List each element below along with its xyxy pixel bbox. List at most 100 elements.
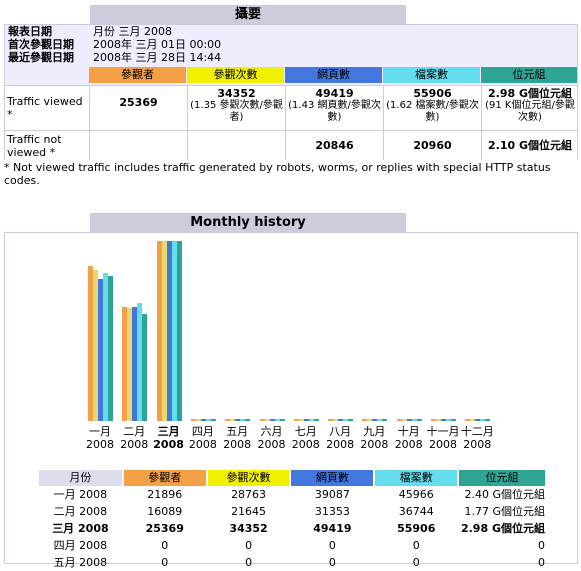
bar-11-series-2 bbox=[436, 419, 441, 421]
table-cell: 0 bbox=[161, 556, 169, 569]
bar-10-series-1 bbox=[396, 419, 402, 421]
last-visit-value: 2008年 三月 28日 14:44 bbox=[93, 51, 222, 64]
header-pages: 網頁數 bbox=[285, 67, 382, 83]
month-label: 一月 2008 bbox=[86, 425, 114, 451]
table-cell: 0 bbox=[412, 556, 420, 569]
bar-4-series-5 bbox=[210, 419, 216, 421]
th-month: 月份 bbox=[39, 470, 122, 486]
bar-8-series-4 bbox=[343, 419, 349, 421]
not-viewed-label: Traffic not viewed * bbox=[7, 133, 62, 159]
viewed-row: Traffic viewed * 25369 34352 (1.35 參觀次數/… bbox=[5, 85, 577, 130]
month-label: 三月 2008 bbox=[153, 425, 184, 451]
bar-10-series-5 bbox=[416, 419, 422, 421]
bar-3-series-4 bbox=[171, 241, 177, 421]
header-visitors: 參觀者 bbox=[89, 67, 186, 83]
bar-3-series-2 bbox=[161, 241, 167, 421]
first-visit-label: 首次參觀日期 bbox=[8, 38, 74, 51]
bar-7-series-2 bbox=[298, 419, 304, 421]
bar-5-series-3 bbox=[235, 419, 241, 421]
bar-12-series-4 bbox=[480, 419, 486, 421]
first-visit-value: 2008年 三月 01日 00:00 bbox=[93, 38, 222, 51]
header-visits: 參觀次數 bbox=[187, 67, 284, 83]
bar-2-series-1 bbox=[122, 307, 128, 421]
table-row: 一月 2008 21896 28763 39087 45966 2.40 G個位元組 bbox=[39, 486, 545, 503]
bar-6-series-1 bbox=[259, 419, 265, 421]
bar-8-series-5 bbox=[348, 419, 354, 421]
history-title: Monthly history bbox=[90, 213, 406, 233]
table-cell: 25369 bbox=[145, 522, 184, 535]
history-table: 月份 參觀者 參觀次數 網頁數 檔案數 位元組 一月 2008 21896 2876… bbox=[39, 470, 545, 571]
bar-10-series-2 bbox=[401, 419, 407, 421]
bar-2-series-4 bbox=[137, 303, 143, 421]
bar-2-series-2 bbox=[127, 308, 133, 421]
not-viewed-bytes: 2.10 G個位元組 bbox=[481, 131, 578, 160]
table-cell: 五月 2008 bbox=[53, 556, 108, 569]
viewed-visits-sub: (1.35 參觀次數/參觀者) bbox=[190, 100, 283, 123]
viewed-hits: 55906 bbox=[413, 87, 452, 100]
bar-12-series-2 bbox=[470, 419, 476, 421]
footnote: * Not viewed traffic includes traffic ge… bbox=[4, 161, 551, 187]
bar-7-series-3 bbox=[303, 419, 309, 421]
bar-4-series-1 bbox=[190, 419, 196, 421]
summary-header-row: 參觀者 參觀次數 網頁數 檔案數 位元組 bbox=[89, 67, 577, 84]
table-cell: 0 bbox=[537, 556, 545, 569]
bar-9-series-2 bbox=[367, 419, 373, 421]
bar-11-series-3 bbox=[441, 419, 446, 421]
th-visitors: 參觀者 bbox=[123, 470, 206, 486]
month-label: 九月 2008 bbox=[360, 425, 389, 451]
month-label: 十二月 2008 bbox=[460, 425, 494, 451]
table-cell: 55906 bbox=[397, 522, 436, 535]
table-cell: 一月 2008 bbox=[53, 488, 108, 501]
month-label: 四月 2008 bbox=[188, 425, 217, 451]
bar-3-series-1 bbox=[156, 241, 162, 421]
viewed-bytes: 2.98 G個位元組 bbox=[488, 87, 572, 100]
viewed-pages-sub: (1.43 網頁數/參觀次數) bbox=[288, 100, 381, 123]
bar-1-series-5 bbox=[108, 276, 113, 421]
month-label: 六月 2008 bbox=[257, 425, 286, 451]
bar-9-series-4 bbox=[377, 419, 383, 421]
table-cell: 49419 bbox=[313, 522, 352, 535]
table-cell: 1.77 G個位元組 bbox=[464, 505, 545, 518]
month-label: 七月 2008 bbox=[291, 425, 320, 451]
bar-8-series-3 bbox=[338, 419, 344, 421]
bar-12-series-1 bbox=[465, 419, 471, 421]
not-viewed-row: Traffic not viewed * 20846 20960 2.10 G個… bbox=[5, 130, 577, 160]
bar-3-series-3 bbox=[166, 241, 172, 421]
bar-9-series-5 bbox=[382, 419, 388, 421]
table-cell: 0 bbox=[328, 556, 336, 569]
bar-1-series-2 bbox=[93, 270, 98, 421]
bar-11-series-5 bbox=[451, 419, 456, 421]
bar-7-series-5 bbox=[313, 419, 319, 421]
bar-5-series-2 bbox=[230, 419, 236, 421]
table-cell: 39087 bbox=[314, 488, 350, 501]
bar-6-series-4 bbox=[274, 419, 280, 421]
bar-1-series-3 bbox=[98, 279, 103, 421]
history-rows: 一月 2008 21896 28763 39087 45966 2.40 G個位元組 二月 … bbox=[39, 486, 545, 571]
bar-2-series-5 bbox=[142, 314, 148, 421]
bar-12-series-5 bbox=[485, 419, 491, 421]
viewed-pages: 49419 bbox=[315, 87, 354, 100]
bar-5-series-4 bbox=[240, 419, 246, 421]
bar-6-series-2 bbox=[264, 419, 270, 421]
bar-2-series-3 bbox=[132, 307, 138, 421]
bar-12-series-3 bbox=[475, 419, 481, 421]
th-bytes: 位元組 bbox=[459, 470, 545, 486]
month-label: 二月 2008 bbox=[120, 425, 149, 451]
history-table-header: 月份 參觀者 參觀次數 網頁數 檔案數 位元組 bbox=[39, 470, 545, 486]
table-cell: 三月 2008 bbox=[52, 522, 109, 535]
summary-title: 攝要 bbox=[90, 5, 406, 25]
report-date-label: 報表日期 bbox=[8, 25, 52, 38]
table-cell: 四月 2008 bbox=[53, 539, 108, 552]
not-viewed-hits: 20960 bbox=[383, 131, 481, 160]
report-date-value: 月份 三月 2008 bbox=[93, 25, 172, 38]
viewed-bytes-sub: (91 K個位元組/參觀次數) bbox=[485, 100, 575, 123]
table-cell: 2.98 G個位元組 bbox=[460, 522, 545, 535]
history-chart-labels: 一月 2008 二月 2008 三月 2008 四月 2008 五月 2008 六月 2008 七月 20… bbox=[84, 425, 496, 455]
table-cell: 0 bbox=[328, 539, 336, 552]
bar-11-series-1 bbox=[431, 419, 436, 421]
table-cell: 0 bbox=[245, 556, 253, 569]
month-label: 八月 2008 bbox=[326, 425, 355, 451]
bar-3-series-5 bbox=[176, 241, 182, 421]
bar-1-series-1 bbox=[88, 266, 93, 421]
table-cell: 2.40 G個位元組 bbox=[464, 488, 545, 501]
